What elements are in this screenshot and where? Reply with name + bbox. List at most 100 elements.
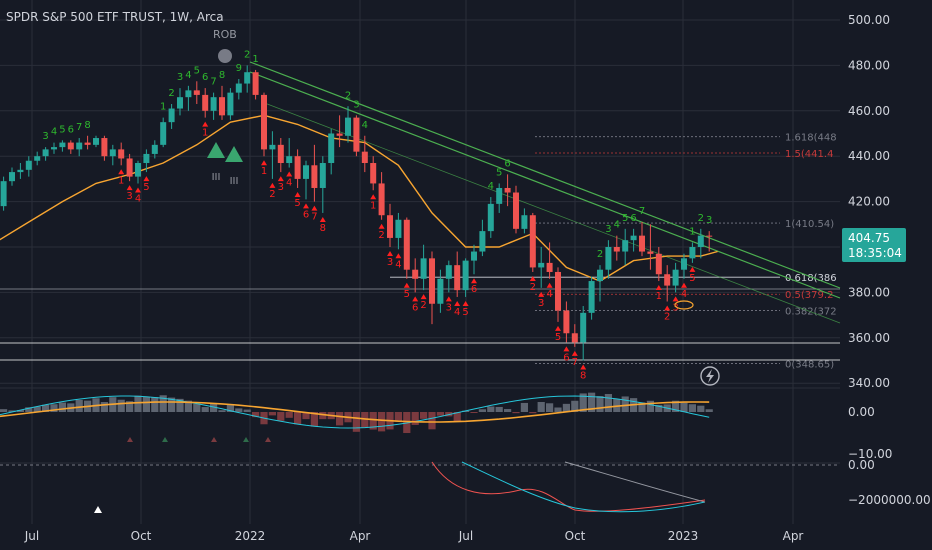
histogram-bar — [428, 412, 436, 430]
candle-body — [210, 97, 217, 111]
seq-up-count: 4 — [362, 120, 368, 131]
fib-label: 1.5(441.4 — [785, 149, 833, 160]
candle-body — [538, 262, 545, 268]
histogram-bar — [243, 409, 251, 412]
candle-down — [261, 92, 267, 157]
candle-down — [378, 172, 385, 220]
candle-down — [513, 185, 519, 234]
candle-body — [118, 149, 125, 159]
candle-up — [286, 138, 293, 168]
seq-up-count: 4 — [185, 70, 191, 81]
candle-up — [538, 247, 545, 288]
candle-down — [454, 251, 461, 297]
histogram-bar — [537, 402, 545, 412]
time-axis[interactable]: Jul Oct 2022 Apr Jul Oct 2023 Apr — [24, 529, 804, 543]
seq-down-count: 5 — [404, 289, 410, 300]
candle-up — [151, 140, 158, 159]
histogram-bar — [546, 403, 554, 412]
price-tick-label: 500.00 — [848, 13, 890, 27]
candle-up — [51, 142, 57, 154]
seq-up-count: 1 — [689, 226, 695, 237]
histogram-bar — [554, 407, 562, 412]
histogram-bar — [529, 412, 537, 414]
seq-down-triangle — [664, 305, 671, 311]
histogram-bar — [361, 412, 369, 428]
seq-down-triangle — [420, 294, 427, 300]
candle-down — [664, 265, 671, 302]
candle-down — [370, 156, 377, 191]
time-tick-label: Apr — [350, 529, 371, 543]
histogram-bar — [142, 396, 150, 412]
histogram-bar — [352, 412, 360, 432]
rob-label: ROB — [213, 28, 237, 41]
candle-body — [580, 312, 587, 343]
seq-down-triangle — [403, 282, 410, 288]
alert-icon[interactable] — [700, 366, 720, 386]
histogram-bar — [697, 405, 705, 412]
seq-down-triangle — [689, 266, 696, 272]
candle-up — [59, 140, 66, 152]
seq-down-count: 8 — [580, 371, 586, 382]
candle-body — [42, 149, 49, 157]
candle-body — [647, 251, 654, 254]
histogram-bar — [50, 404, 58, 412]
price-tick-label: 440.00 — [848, 149, 890, 163]
flow-line-cyan — [461, 461, 706, 513]
candle-up — [328, 128, 335, 175]
seq-down-count: 3 — [538, 298, 544, 309]
candle-up — [580, 306, 587, 361]
seq-down-triangle — [555, 325, 561, 331]
flow-line-grey — [564, 461, 706, 503]
seq-down-triangle — [538, 291, 545, 297]
histogram-bar — [193, 403, 201, 412]
seq-down-count: 3 — [446, 302, 452, 313]
candle-body — [361, 151, 368, 164]
candle-body — [613, 247, 620, 252]
histogram-bar — [151, 397, 159, 412]
seq-up-count: 6 — [202, 72, 208, 83]
histogram-bar — [470, 412, 478, 413]
histogram-bar — [336, 412, 344, 426]
seq-down-triangle — [655, 285, 662, 291]
oscillator-line — [0, 395, 710, 429]
candle-body — [689, 247, 696, 259]
candle-up — [420, 244, 427, 291]
seq-down-triangle — [462, 300, 469, 306]
oscillator-pane-2: 0.00 −2000000.00 — [0, 458, 931, 513]
histogram-bar — [478, 409, 486, 412]
candle-up — [588, 276, 595, 320]
candle-up — [303, 160, 309, 200]
seq-down-count: 5 — [462, 307, 468, 318]
candle-body — [93, 138, 99, 145]
grid — [0, 0, 840, 524]
trendlines — [249, 61, 841, 324]
candle-down — [361, 135, 368, 173]
candle-body — [462, 260, 469, 291]
seq-down-triangle — [311, 205, 318, 211]
candle-down — [193, 81, 200, 104]
candle-body — [622, 240, 629, 252]
price-axis[interactable]: 500.00480.00460.00440.00420.00400.00380.… — [848, 13, 890, 390]
histogram-bar — [58, 402, 66, 412]
seq-down-count: 5 — [143, 182, 149, 193]
seq-down-triangle — [277, 176, 284, 182]
histogram-bar — [378, 412, 386, 432]
seq-up-count: 5 — [622, 213, 628, 224]
histogram-bar — [285, 412, 293, 418]
price-tick-label: 360.00 — [848, 331, 890, 345]
candle-down — [412, 258, 419, 293]
candle-body — [59, 142, 66, 148]
histogram-bar — [369, 412, 377, 430]
histogram-bar — [436, 412, 444, 416]
candle-down — [252, 69, 259, 100]
seq-down-triangle — [672, 296, 679, 302]
fib-label: 1.618(448 — [785, 133, 837, 144]
osc-marker — [211, 437, 217, 442]
time-tick-label: 2022 — [235, 529, 266, 543]
candle-body — [185, 90, 192, 98]
seq-up-count: 3 — [605, 224, 611, 235]
candle-up — [0, 176, 7, 211]
candle-body — [193, 90, 200, 95]
flow-line-red — [431, 461, 706, 512]
